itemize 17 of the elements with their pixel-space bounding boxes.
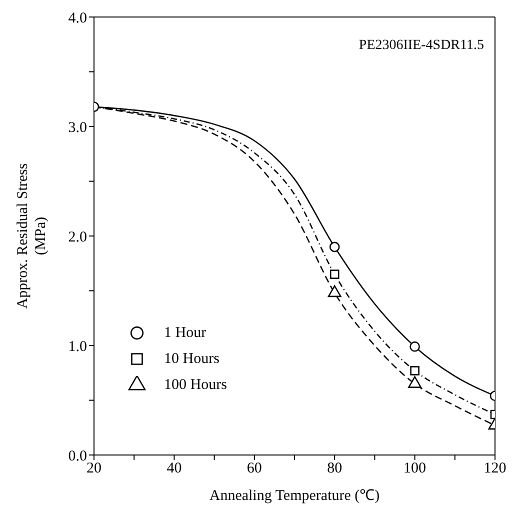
y-tick-label: 1.0 <box>68 338 87 355</box>
y-tick-label: 2.0 <box>68 229 87 246</box>
legend-label: 10 Hours <box>164 350 220 368</box>
y-axis-title: Approx. Residual Stress (MPa) <box>15 163 49 309</box>
y-tick-label: 4.0 <box>68 10 87 26</box>
x-axis-title: Annealing Temperature (℃) <box>209 488 380 504</box>
y-tick-label: 0.0 <box>68 448 87 464</box>
x-tick-label: 80 <box>327 460 342 477</box>
legend-label: 1 Hour <box>164 324 206 342</box>
x-tick-label: 40 <box>166 460 182 477</box>
x-tick-label: 60 <box>246 460 262 477</box>
x-tick-label: 120 <box>484 460 506 477</box>
legend-label: 100 Hours <box>164 376 227 394</box>
y-tick-label: 3.0 <box>68 120 87 136</box>
annotation: PE2306IIE-4SDR11.5 <box>358 38 484 54</box>
x-tick-label: 100 <box>404 460 426 477</box>
x-tick-label: 20 <box>86 460 102 477</box>
